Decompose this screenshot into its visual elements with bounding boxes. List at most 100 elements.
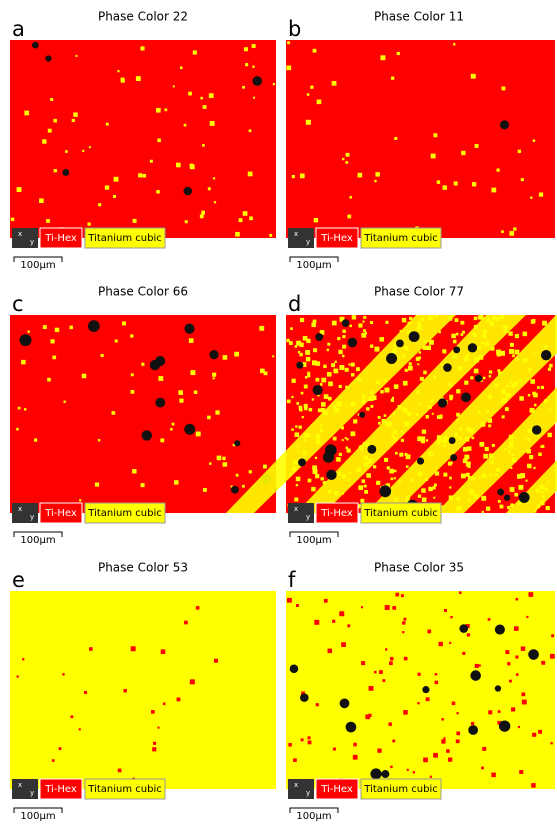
- pore: [342, 319, 350, 327]
- figure: Phase Color 22axyTi-HexTitanium cubic100…: [0, 0, 557, 828]
- axis-icon-y: y: [306, 238, 310, 246]
- pore: [438, 398, 447, 407]
- axis-icon-y: y: [30, 513, 34, 521]
- grain: [456, 413, 460, 417]
- grain: [47, 378, 51, 382]
- grain: [170, 428, 173, 431]
- pore: [313, 385, 323, 395]
- scale-label: 100µm: [296, 260, 331, 271]
- grain: [360, 445, 362, 447]
- grain: [540, 501, 545, 506]
- grain: [362, 396, 365, 399]
- grain: [474, 369, 479, 374]
- pore: [443, 363, 452, 372]
- grain: [425, 478, 428, 481]
- pore: [422, 686, 429, 693]
- grain: [339, 611, 344, 616]
- grain: [345, 368, 349, 372]
- grain: [442, 349, 446, 353]
- grain: [263, 465, 267, 469]
- grain: [519, 396, 523, 400]
- grain: [526, 449, 531, 454]
- grain: [521, 692, 525, 696]
- grain: [384, 414, 387, 417]
- grain: [291, 396, 293, 398]
- grain: [470, 376, 473, 379]
- grain: [490, 321, 494, 325]
- grain: [533, 467, 535, 469]
- grain: [515, 357, 518, 360]
- grain: [495, 317, 499, 321]
- grain: [316, 378, 320, 382]
- grain: [332, 620, 335, 623]
- grain: [446, 749, 450, 753]
- grain: [296, 604, 299, 607]
- grain: [392, 740, 395, 743]
- grain: [420, 377, 424, 381]
- axis-icon-x: x: [18, 230, 22, 238]
- grain: [485, 342, 490, 347]
- grain: [378, 416, 381, 419]
- grain: [365, 442, 369, 446]
- grain: [426, 697, 430, 701]
- grain: [239, 218, 243, 222]
- grain: [105, 185, 109, 189]
- grain: [18, 407, 21, 410]
- pore: [475, 375, 482, 382]
- grain: [456, 732, 460, 736]
- grain: [482, 334, 486, 338]
- grain: [308, 736, 311, 739]
- pore: [300, 693, 309, 702]
- grain: [341, 474, 346, 479]
- pore: [183, 187, 192, 196]
- grain: [465, 437, 469, 441]
- axis-icon-x: x: [294, 230, 298, 238]
- grain: [418, 673, 421, 676]
- grain: [222, 457, 225, 460]
- grain: [347, 624, 350, 627]
- grain: [339, 453, 342, 456]
- axis-icon-y: y: [306, 513, 310, 521]
- pore: [45, 55, 51, 61]
- grain: [345, 386, 347, 388]
- grain: [22, 658, 24, 660]
- grain: [335, 361, 337, 363]
- grain: [509, 444, 513, 448]
- grain: [500, 315, 504, 319]
- grain: [529, 455, 533, 459]
- grain: [177, 698, 181, 702]
- grain: [234, 352, 239, 357]
- grain: [468, 499, 471, 502]
- grain: [327, 349, 329, 351]
- grain: [301, 392, 304, 395]
- grain: [408, 366, 413, 371]
- grain: [496, 468, 500, 472]
- grain: [130, 334, 133, 337]
- pore: [296, 362, 303, 369]
- grain: [353, 419, 357, 423]
- phase-map: [10, 40, 276, 238]
- grain: [387, 421, 392, 426]
- pore: [495, 624, 505, 634]
- grain: [449, 317, 452, 320]
- grain: [312, 465, 317, 470]
- grain: [516, 673, 519, 676]
- grain: [538, 730, 542, 734]
- grain: [385, 388, 390, 393]
- grain: [301, 738, 304, 741]
- grain: [334, 491, 338, 495]
- grain: [515, 655, 518, 658]
- grain: [443, 445, 446, 448]
- grain: [242, 485, 245, 488]
- grain: [366, 407, 369, 410]
- grain: [501, 86, 505, 90]
- grain: [501, 398, 505, 402]
- grain: [339, 385, 342, 388]
- grain: [397, 52, 400, 55]
- grain: [346, 153, 350, 157]
- grain: [297, 446, 299, 448]
- grain: [492, 444, 495, 447]
- grain: [506, 385, 509, 388]
- grain: [394, 477, 396, 479]
- grain: [403, 381, 408, 386]
